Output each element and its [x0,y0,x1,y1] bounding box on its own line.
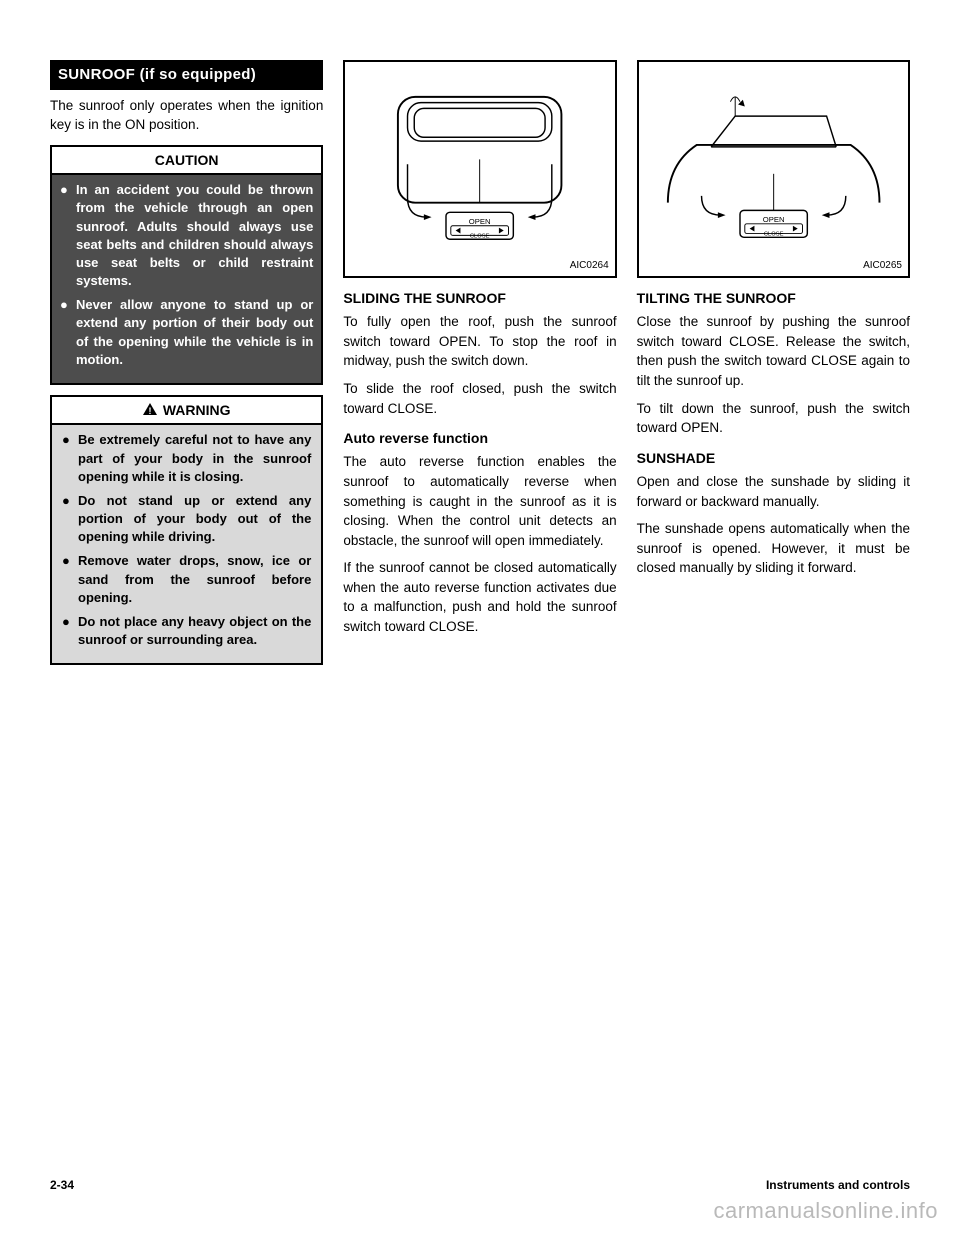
section-name: Instruments and controls [766,1178,910,1192]
figure-caption: AIC0264 [570,259,609,274]
column-1: SUNROOF (if so equipped) The sunroof onl… [50,60,323,860]
caution-list: In an accident you could be thrown from … [60,181,313,369]
warning-box: ! WARNING Be extremely careful not to ha… [50,395,323,665]
svg-text:CLOSE: CLOSE [764,231,784,237]
caution-box: CAUTION In an accident you could be thro… [50,145,323,385]
svg-text:OPEN: OPEN [469,217,491,226]
intro-paragraph: The sunroof only operates when the ignit… [50,96,323,135]
warning-list: Be extremely careful not to have any par… [52,425,321,663]
subsection-title: SLIDING THE SUNROOF [343,288,616,308]
column-3: OPEN CLOSE AIC0265 TILTING THE SUNROOF C… [637,60,910,860]
svg-text:OPEN: OPEN [762,215,784,224]
warning-header-text: WARNING [163,400,231,420]
warning-header: ! WARNING [52,397,321,425]
page-number: 2-34 [50,1178,74,1192]
warning-item: Remove water drops, snow, ice or sand fr… [62,552,311,607]
warning-item: Be extremely careful not to have any par… [62,431,311,486]
section-header: SUNROOF (if so equipped) [50,60,323,90]
body-paragraph: To tilt down the sunroof, push the switc… [637,399,910,438]
sunroof-slide-diagram: OPEN CLOSE [345,62,614,276]
caution-item: Never allow anyone to stand up or extend… [60,296,313,369]
column-2: OPEN CLOSE AIC0264 SLIDING THE SUNROOF T… [343,60,616,860]
body-paragraph: Close the sunroof by pushing the sunroof… [637,312,910,390]
watermark: carmanualsonline.info [713,1198,938,1224]
body-paragraph: The auto reverse function enables the su… [343,452,616,550]
svg-text:CLOSE: CLOSE [470,233,490,239]
caution-inner: CAUTION In an accident you could be thro… [52,147,321,383]
body-paragraph: To fully open the roof, push the sunroof… [343,312,616,371]
warning-item: Do not stand up or extend any portion of… [62,492,311,547]
body-paragraph: If the sunroof cannot be closed automati… [343,558,616,636]
figure-slide: OPEN CLOSE AIC0264 [343,60,616,278]
subsection-title: Auto reverse function [343,428,616,448]
warning-item: Do not place any heavy object on the sun… [62,613,311,649]
content-columns: SUNROOF (if so equipped) The sunroof onl… [50,60,910,860]
subsection-title: TILTING THE SUNROOF [637,288,910,308]
sunroof-tilt-diagram: OPEN CLOSE [639,62,908,276]
manual-page: SUNROOF (if so equipped) The sunroof onl… [0,0,960,1242]
body-paragraph: Open and close the sunshade by sliding i… [637,472,910,511]
figure-tilt: OPEN CLOSE AIC0265 [637,60,910,278]
page-footer: 2-34 Instruments and controls [50,1178,910,1192]
warning-triangle-icon: ! [143,400,157,420]
svg-text:!: ! [148,406,151,415]
caution-header: CAUTION [52,147,321,175]
body-paragraph: The sunshade opens automatically when th… [637,519,910,578]
subsection-title: SUNSHADE [637,448,910,468]
body-paragraph: To slide the roof closed, push the switc… [343,379,616,418]
caution-item: In an accident you could be thrown from … [60,181,313,290]
figure-caption: AIC0265 [863,259,902,274]
